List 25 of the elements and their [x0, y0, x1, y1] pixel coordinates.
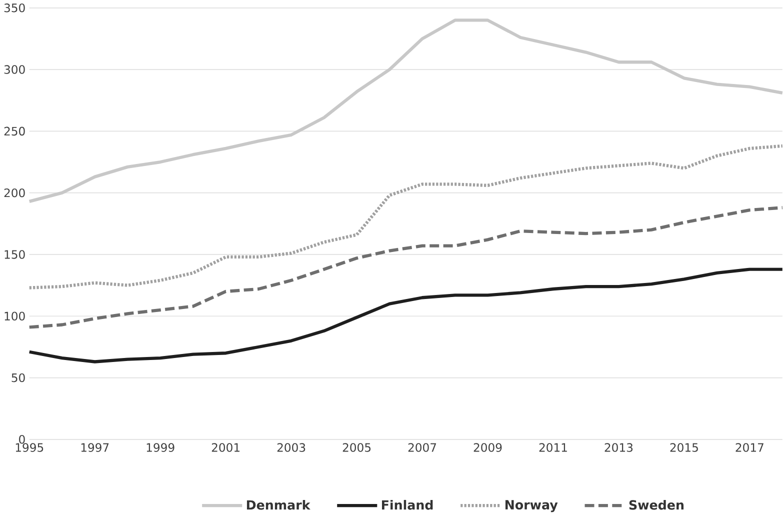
x-tick-label: 1995 — [16, 442, 44, 452]
y-tick-label: 100 — [4, 312, 25, 320]
y-tick-label: 200 — [4, 188, 25, 198]
x-tick-label: 1997 — [81, 442, 109, 452]
x-tick-label: 2015 — [670, 442, 698, 452]
x-tick-label: 2005 — [342, 442, 371, 452]
x-tick-label: 2003 — [277, 442, 306, 452]
x-tick-label: 2011 — [539, 442, 567, 452]
legend-label: Sweden — [629, 500, 684, 510]
y-tick-label: 250 — [4, 126, 25, 136]
y-tick-label: 150 — [4, 250, 25, 259]
y-tick-label: 350 — [4, 3, 25, 12]
y-tick-label: 0 — [19, 434, 25, 444]
x-tick-label: 2009 — [474, 442, 502, 452]
y-tick-label: 300 — [4, 64, 25, 74]
x-tick-label: 2017 — [736, 442, 764, 452]
x-tick-label: 2007 — [408, 442, 436, 452]
legend-label: Finland — [382, 500, 433, 510]
line-series — [28, 18, 784, 203]
x-tick-label: 1999 — [146, 442, 174, 452]
x-tick-label: 2001 — [212, 442, 240, 452]
y-tick-label: 50 — [12, 373, 25, 382]
legend-label: Norway — [505, 500, 558, 512]
legend-label: Denmark — [246, 500, 310, 510]
x-tick-label: 2013 — [604, 442, 633, 452]
